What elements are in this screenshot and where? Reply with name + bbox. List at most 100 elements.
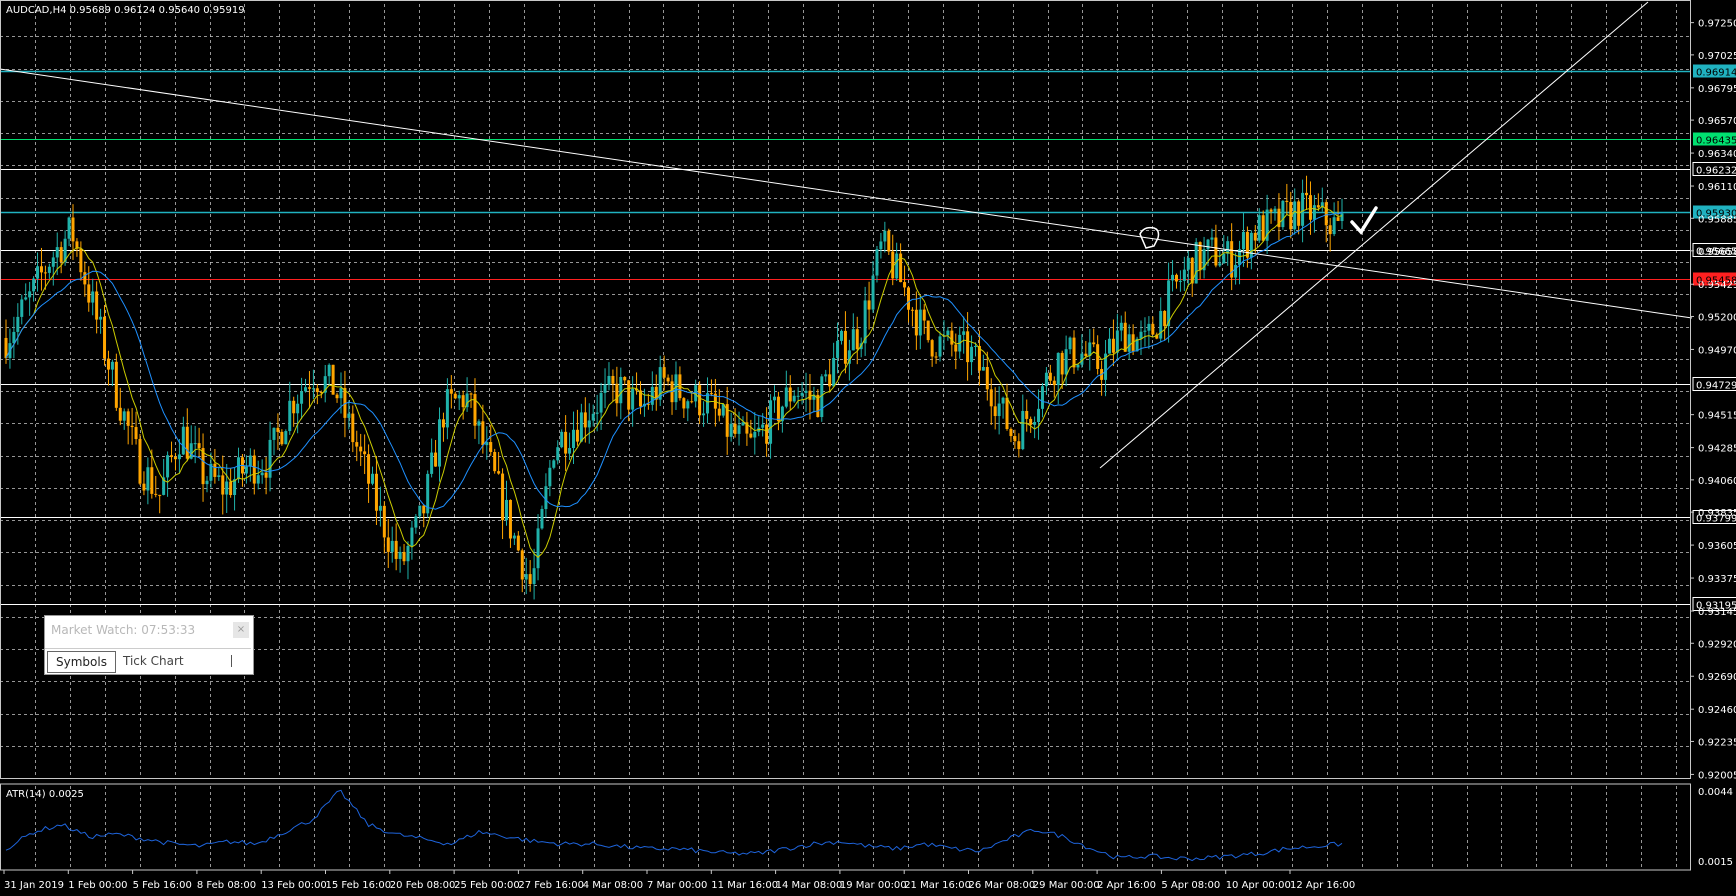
candle-body	[319, 392, 323, 394]
candle-body	[650, 386, 654, 405]
candle-body	[394, 540, 398, 559]
chart-labels: 0.97250 0.97025 0.96795 0.96570 0.96340 0.961…	[4, 5, 1736, 891]
candle-body	[335, 394, 339, 399]
candle-body	[272, 427, 276, 440]
candle-body	[666, 377, 670, 382]
candle-body	[1143, 330, 1147, 332]
candle-body	[824, 374, 828, 377]
market-watch-tabs: Symbols Tick Chart	[45, 648, 251, 673]
candle-body	[619, 376, 623, 404]
candle-body	[560, 431, 564, 448]
price-level-tag	[1693, 205, 1736, 219]
candle-body	[595, 412, 599, 414]
candle-body	[1037, 408, 1041, 423]
atr-axis-label: 0.0015	[1698, 857, 1733, 868]
candle-body	[1135, 338, 1139, 352]
candle-body	[363, 451, 367, 455]
price-level-label: 0.94729	[1696, 381, 1736, 392]
tab-symbols[interactable]: Symbols	[47, 651, 116, 673]
candle-body	[244, 466, 248, 474]
candle-body	[201, 448, 205, 485]
price-tick-label: 0.94060	[1698, 476, 1736, 487]
price-tick-label: 0.95658	[1698, 247, 1736, 258]
candle-body	[1316, 205, 1320, 208]
candle-body	[378, 505, 382, 511]
candle-body	[631, 388, 635, 410]
candle-body	[430, 452, 434, 474]
candle-body	[382, 505, 386, 538]
candle-body	[828, 374, 832, 387]
candle-body	[1320, 202, 1324, 208]
price-tick-label: 0.95200	[1698, 312, 1736, 323]
candle-body	[103, 316, 107, 359]
candle-body	[1068, 337, 1072, 350]
close-icon[interactable]: ×	[233, 622, 249, 638]
candle-body	[784, 387, 788, 407]
candle-body	[922, 309, 926, 321]
candle-body	[126, 411, 130, 426]
candle-body	[1017, 441, 1021, 450]
candle-body	[237, 457, 241, 480]
candle-body	[1249, 232, 1253, 258]
candle-body	[441, 419, 445, 428]
candle-body	[808, 390, 812, 400]
candle-body	[745, 422, 749, 434]
candle-body	[1044, 372, 1048, 387]
trendlines[interactable]	[0, 1, 1693, 469]
candle-body	[1230, 241, 1234, 278]
candle-body	[371, 473, 375, 484]
candle-body	[1257, 215, 1261, 241]
time-tick-label: 10 Apr 00:00	[1226, 880, 1291, 891]
candle-body	[233, 479, 237, 496]
candle-body	[1305, 192, 1309, 196]
candle-body	[603, 384, 607, 393]
price-tick-label: 0.93375	[1698, 574, 1736, 585]
candle-body	[1084, 353, 1088, 357]
candle-body	[453, 393, 457, 399]
candle-body	[918, 309, 922, 336]
candle-body	[300, 391, 304, 404]
candle-body	[461, 395, 465, 408]
candle-body	[883, 230, 887, 242]
candle-body	[99, 316, 103, 320]
candle-body	[75, 241, 79, 249]
price-level-tag	[1692, 243, 1736, 257]
candle-body	[528, 574, 532, 584]
time-tick-label: 26 Mar 08:00	[969, 880, 1036, 891]
candle-body	[966, 331, 970, 363]
candle-body	[970, 346, 974, 363]
candle-body	[351, 413, 355, 443]
candle-body	[1234, 264, 1238, 278]
candle-body	[1285, 200, 1289, 202]
descending-trendline[interactable]	[0, 68, 1693, 319]
candle-body	[871, 275, 875, 310]
candle-body	[477, 421, 481, 426]
price-level-label: 0.95458	[1696, 276, 1736, 287]
candle-body	[1040, 386, 1044, 409]
price-level-tag	[1693, 132, 1736, 146]
candle-body	[193, 443, 197, 445]
candle-body	[32, 278, 36, 292]
candle-body	[1194, 242, 1198, 284]
candle-body	[816, 394, 820, 418]
market-watch-title[interactable]: Market Watch: 07:53:33	[45, 616, 253, 644]
price-level-label: 0.93799	[1696, 514, 1736, 525]
candle-body	[761, 424, 765, 428]
horizontal-levels[interactable]	[0, 64, 1736, 611]
candle-body	[548, 467, 552, 487]
tab-tick-chart[interactable]: Tick Chart	[123, 654, 184, 668]
candle-body	[1265, 209, 1269, 241]
candle-body	[331, 364, 335, 395]
price-level-label: 0.96435	[1696, 136, 1736, 147]
symbol-header: AUDCAD,H4 0.95689 0.96124 0.95640 0.9591…	[6, 5, 245, 16]
ascending-trendline[interactable]	[1099, 1, 1649, 469]
candle-body	[426, 473, 430, 514]
price-tick-label: 0.94285	[1698, 444, 1736, 455]
market-watch-panel[interactable]: Market Watch: 07:53:33 × Symbols Tick Ch…	[44, 615, 254, 675]
candle-body	[1222, 253, 1226, 264]
time-tick-label: 4 Mar 08:00	[583, 880, 643, 891]
candle-body	[721, 404, 725, 416]
ma-fast-line	[5, 205, 1343, 558]
candle-body	[733, 423, 737, 434]
